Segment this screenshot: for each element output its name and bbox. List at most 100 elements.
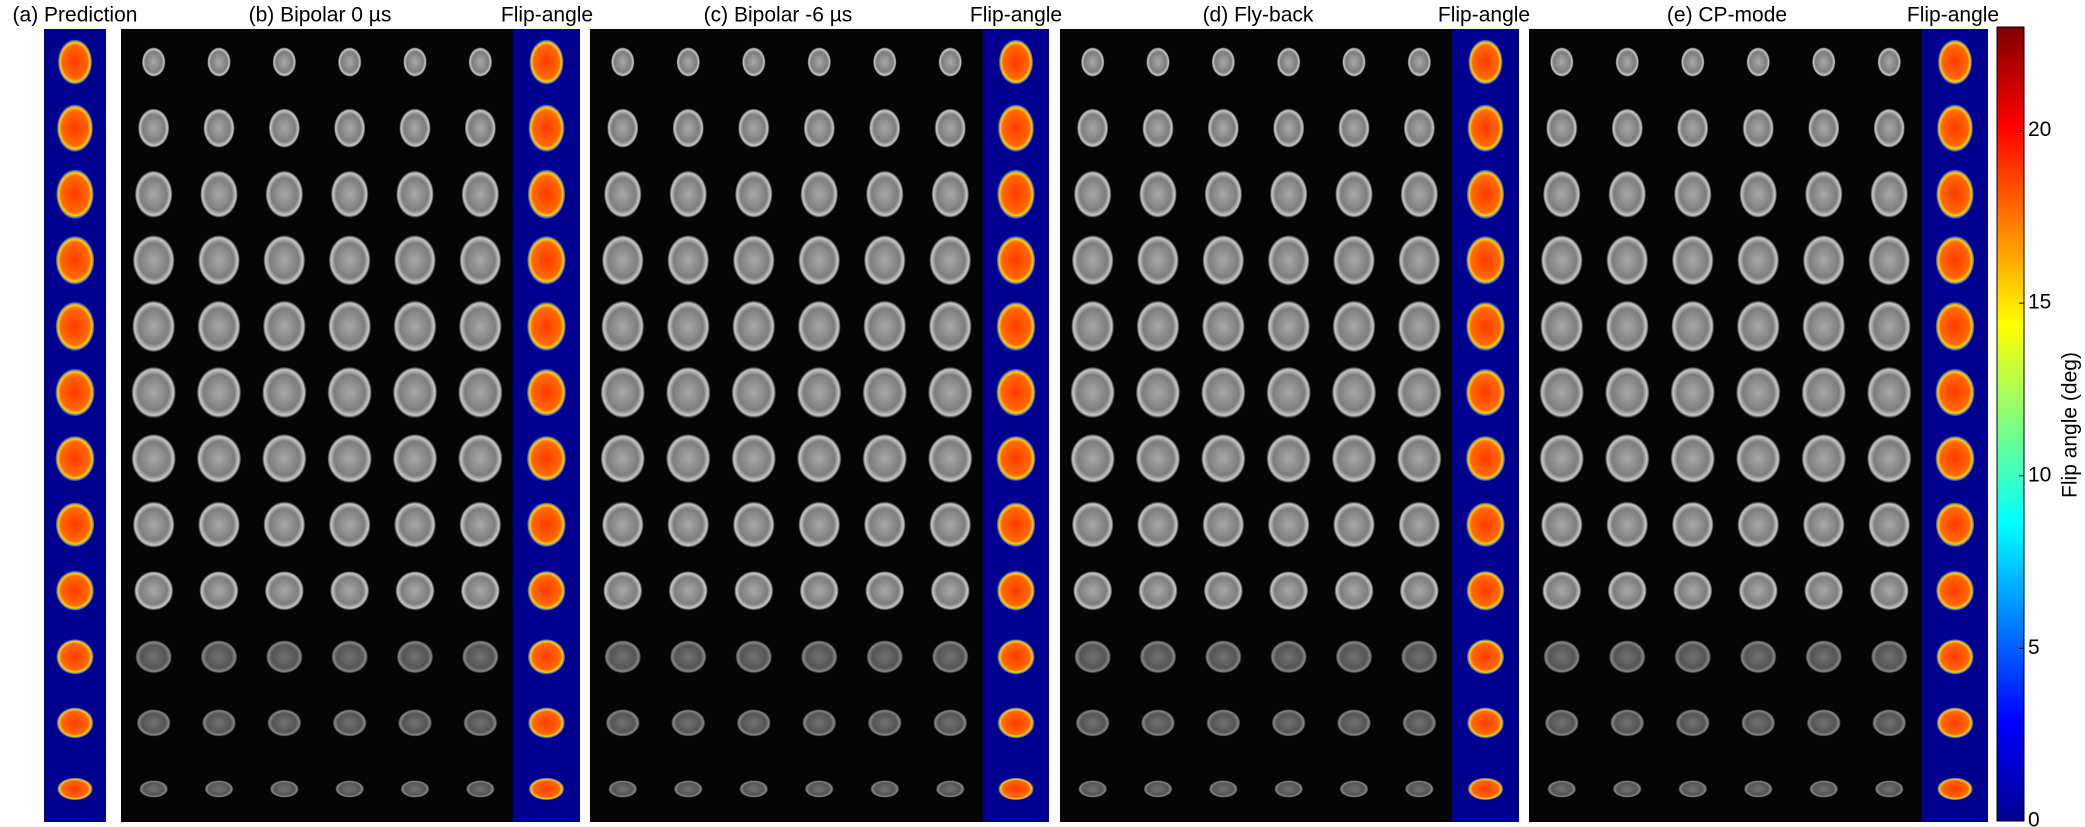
mri-slice [1267, 300, 1310, 352]
image-grid [590, 29, 983, 822]
mri-slice [1809, 780, 1839, 798]
mri-slice [398, 709, 432, 737]
mri-slice [136, 709, 171, 737]
flip-angle-slice [1935, 368, 1975, 416]
mri-slice [863, 235, 906, 286]
mri-slice [460, 571, 500, 611]
mri-slice [867, 709, 902, 737]
mri-slice [1267, 501, 1310, 548]
mri-slice [667, 501, 710, 548]
mri-slice [866, 170, 904, 218]
mri-slice [135, 640, 172, 674]
mri-slice [392, 367, 438, 418]
mri-slice [395, 571, 435, 611]
flip-angle-slice [57, 777, 93, 801]
mri-slice [666, 367, 711, 418]
flip-angle-slice [527, 570, 566, 611]
mri-slice [458, 434, 503, 483]
mri-slice [667, 235, 710, 286]
mri-slice [1746, 47, 1770, 77]
map-title: Flip-angle [970, 4, 1062, 27]
mri-slice [611, 47, 635, 77]
mri-slice [1405, 780, 1434, 798]
flip-angle-slice [1466, 169, 1505, 219]
flip-angle-slice [996, 436, 1036, 482]
mri-slice [458, 367, 503, 418]
map-title: Flip-angle [501, 4, 593, 27]
image-grid [1529, 29, 1922, 822]
mri-slice [1339, 780, 1369, 798]
flip-angle-slice [55, 368, 95, 416]
mri-slice [676, 47, 700, 77]
mri-slice [1077, 108, 1109, 148]
mri-slice [1736, 300, 1780, 352]
mri-slice [1802, 300, 1846, 352]
mri-slice [459, 235, 502, 286]
mri-slice [1671, 235, 1714, 286]
flip-angle-slice [527, 502, 566, 547]
mri-slice [673, 780, 703, 798]
mri-slice [1146, 47, 1170, 77]
mri-slice [1399, 571, 1439, 611]
map-title: Flip-angle [1907, 4, 1999, 27]
mri-slice [199, 571, 239, 611]
flip-angle-slice [998, 777, 1034, 801]
mri-slice [400, 780, 430, 798]
panel-title: (c) Bipolar -6 µs [704, 4, 853, 27]
mri-slice [933, 709, 968, 737]
mri-slice [1738, 571, 1778, 611]
mri-slice [1211, 47, 1236, 77]
mri-slice [139, 780, 168, 798]
mri-slice [1270, 640, 1307, 674]
flip-angle-slice [527, 436, 566, 482]
flip-angle-slice [527, 169, 566, 219]
mri-slice [1673, 571, 1713, 611]
flip-angle-slice [56, 707, 94, 739]
mri-slice [1403, 108, 1435, 148]
mri-slice [263, 235, 306, 286]
mri-slice [1207, 108, 1239, 148]
mri-slice [735, 170, 773, 218]
mri-slice [396, 640, 434, 674]
mri-slice [1142, 108, 1174, 148]
mri-slice [268, 108, 300, 148]
mri-slice [732, 501, 775, 548]
flip-angle-slice [1937, 104, 1973, 152]
mri-slice [1071, 501, 1114, 548]
mri-slice [932, 640, 969, 674]
mri-slice [1607, 571, 1647, 611]
mri-slice [328, 235, 371, 286]
mri-slice [863, 501, 906, 548]
mri-slice [1073, 571, 1113, 611]
mri-slice [1736, 434, 1781, 483]
mri-slice [731, 434, 776, 483]
mri-slice [869, 108, 901, 148]
mri-slice [1539, 434, 1584, 483]
colorbar-tick-label: 10 [2028, 463, 2051, 486]
mri-slice [1674, 170, 1712, 218]
panel-title: (b) Bipolar 0 µs [249, 4, 392, 27]
mri-slice [601, 235, 644, 286]
mri-slice [1870, 170, 1908, 218]
mri-slice [1332, 300, 1376, 352]
flip-angle-slice [55, 236, 95, 285]
flip-angle-slice [997, 639, 1035, 675]
mri-slice [394, 501, 436, 548]
mri-slice [1078, 780, 1107, 798]
mri-slice [263, 501, 306, 548]
mri-slice [797, 434, 842, 483]
mri-slice [1610, 709, 1645, 737]
mri-slice [1808, 108, 1840, 148]
mri-slice [1407, 47, 1432, 77]
mri-slice [393, 300, 437, 352]
mri-slice [1867, 300, 1911, 352]
mri-slice [1205, 640, 1242, 674]
mri-slice [204, 780, 234, 798]
flip-angle-slice [1466, 236, 1505, 285]
flip-angle-slice [56, 570, 94, 611]
mri-slice [930, 571, 970, 611]
mri-slice [1540, 300, 1584, 352]
flip-angle-slice [997, 570, 1035, 611]
mri-slice [459, 501, 502, 548]
flip-angle-slice [1936, 707, 1974, 739]
